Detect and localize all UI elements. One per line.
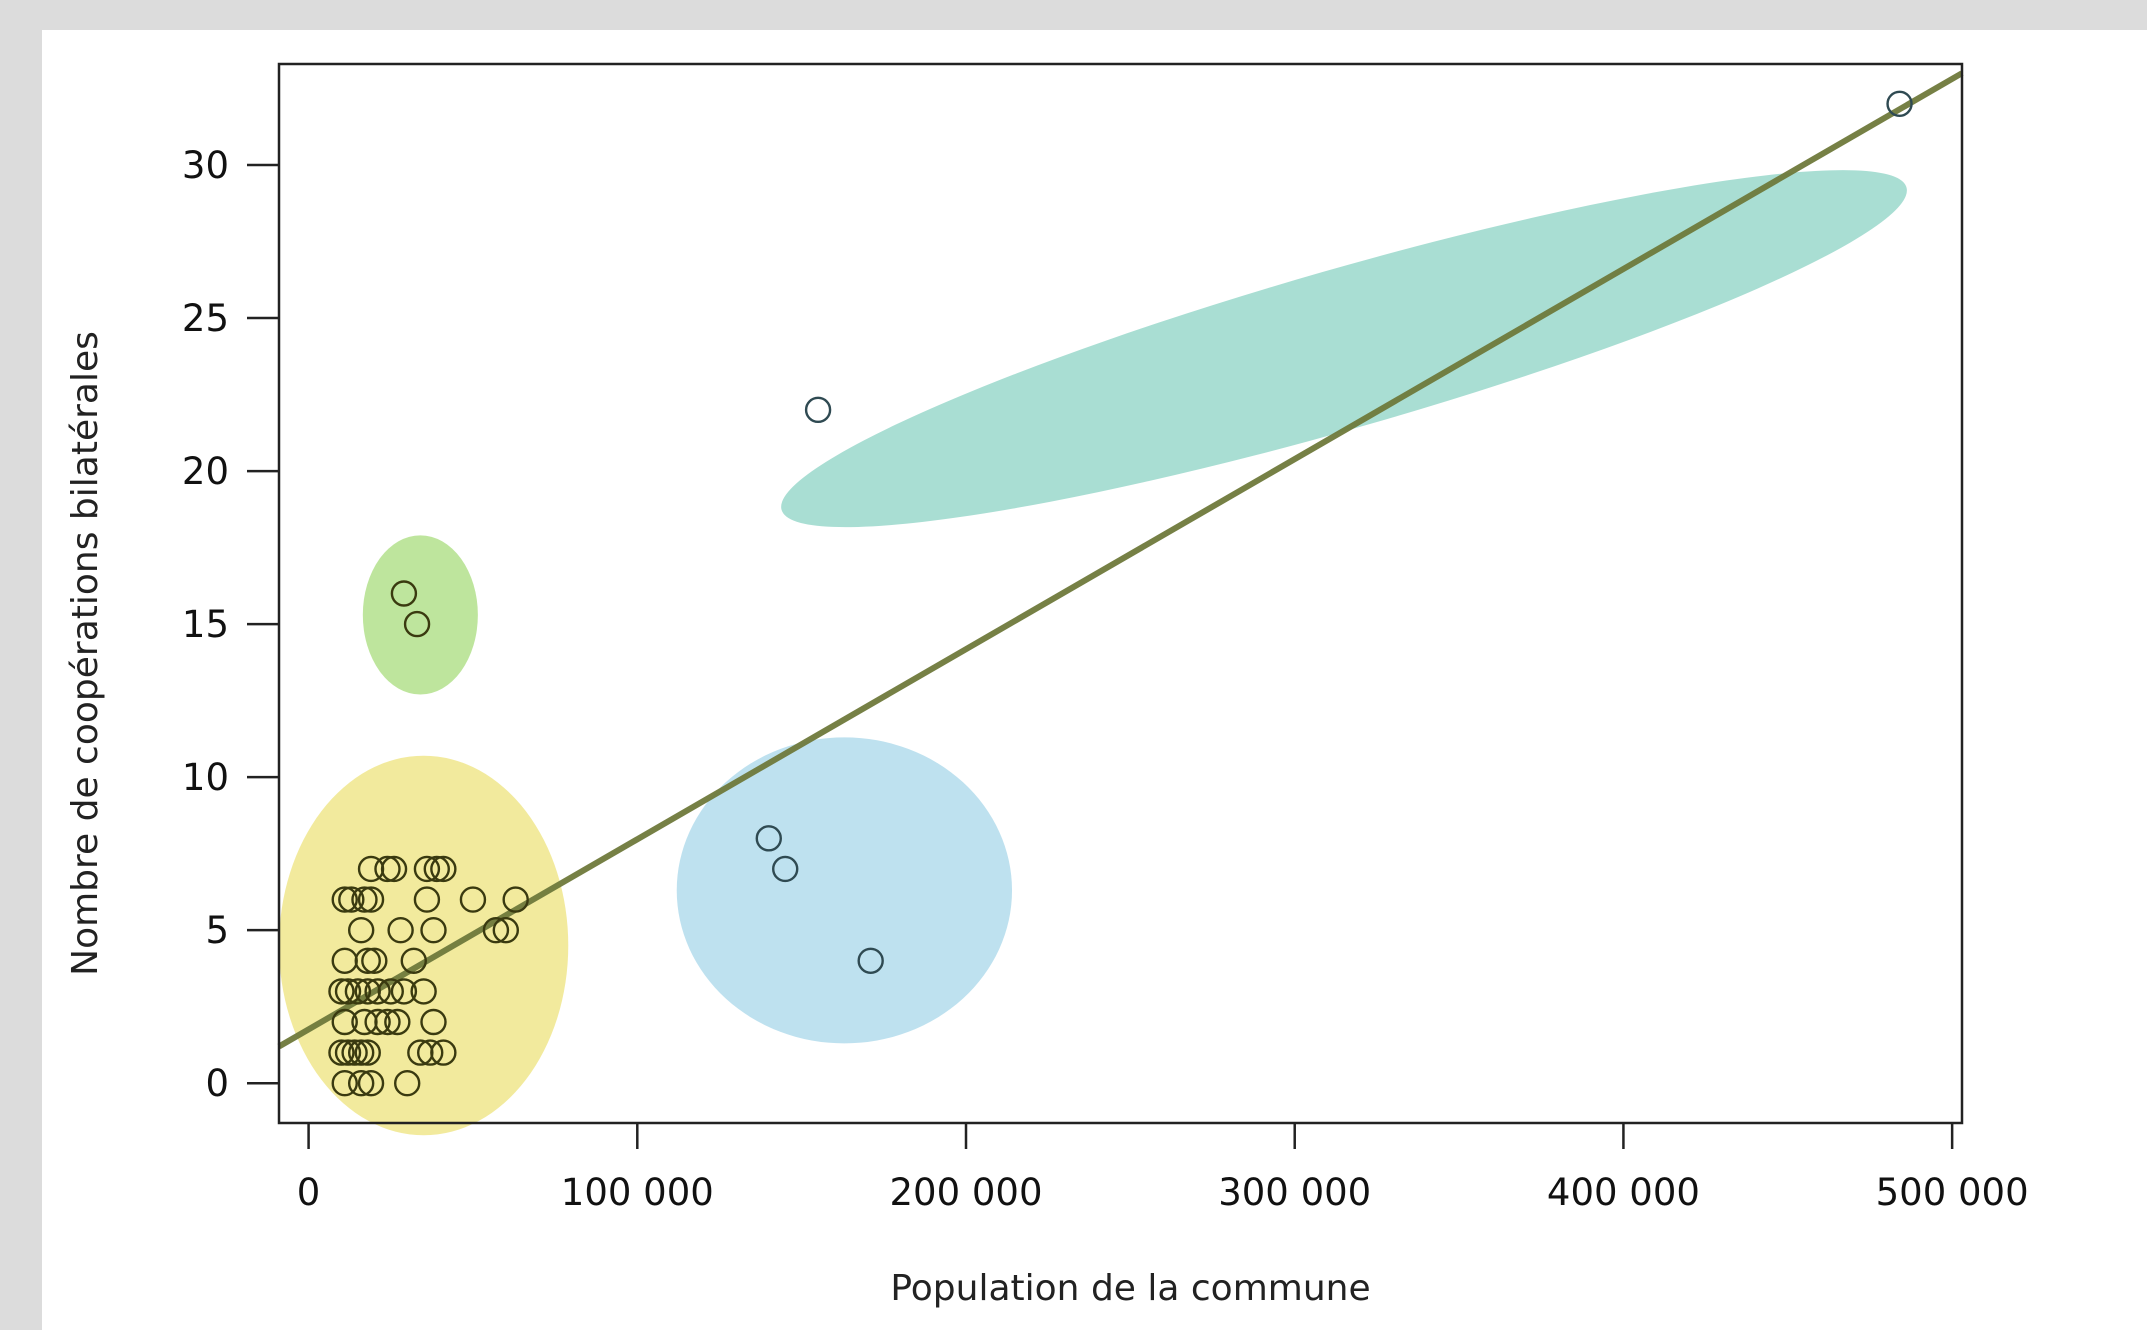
data-point (755, 825, 782, 852)
data-point (384, 1008, 411, 1036)
data-point (390, 580, 418, 607)
data-point (804, 396, 832, 424)
group-ellipse-3 (676, 737, 1013, 1044)
data-point (410, 978, 437, 1005)
x-tick-label: 500 000 (1876, 1171, 2029, 1214)
x-axis-title: Population de la commune (890, 1268, 1370, 1309)
y-tick-label: 0 (205, 1062, 229, 1105)
data-point (420, 1008, 447, 1036)
y-tick-label: 5 (205, 909, 229, 952)
y-tick-label: 20 (182, 450, 229, 493)
data-point (328, 978, 355, 1005)
data-point (334, 1039, 362, 1066)
data-point (492, 916, 520, 944)
data-point (1886, 90, 1913, 117)
x-tick-label: 400 000 (1547, 1171, 1700, 1214)
y-axis-title: Nombre de coopérations bilatérales (65, 331, 106, 976)
data-point (334, 978, 362, 1005)
data-point (341, 1039, 368, 1066)
data-point (430, 855, 457, 883)
plot-frame (277, 62, 1964, 1125)
data-point (338, 886, 365, 913)
data-point (413, 855, 441, 883)
scatter-chart: 0 100 000 200 000 300 000 400 000 500 000 0 5 10… (65, 62, 2029, 1309)
data-point (374, 855, 401, 883)
data-point (351, 886, 378, 913)
data-point (357, 886, 385, 913)
data-point (430, 1039, 457, 1066)
data-point (331, 1070, 358, 1097)
group-ellipse-2 (362, 535, 478, 695)
data-point (390, 978, 418, 1005)
data-point (420, 916, 447, 944)
group-ellipse-1 (279, 755, 569, 1136)
data-point (459, 886, 487, 913)
data-point (417, 1039, 444, 1066)
x-tick-label: 300 000 (1218, 1171, 1371, 1214)
data-point (380, 855, 408, 883)
x-tick-label: 0 (297, 1171, 321, 1214)
data-point (413, 886, 441, 913)
y-tick-label: 30 (182, 144, 229, 187)
data-point (393, 1070, 421, 1097)
y-tick-label: 25 (182, 297, 229, 340)
data-point (387, 916, 414, 944)
data-point (347, 1039, 375, 1066)
y-tick-label: 10 (182, 756, 229, 799)
data-point (377, 978, 404, 1005)
x-tick-label: 100 000 (561, 1171, 714, 1214)
x-tick-label: 200 000 (889, 1171, 1042, 1214)
data-point (361, 947, 388, 974)
data-point (328, 1039, 355, 1066)
data-point (772, 855, 799, 883)
data-point (857, 947, 884, 974)
data-point (347, 1070, 375, 1097)
trend-line (277, 70, 1964, 1050)
data-point (357, 1070, 385, 1097)
data-point (331, 886, 358, 913)
data-point (347, 916, 375, 944)
data-point (354, 1039, 381, 1066)
data-point (344, 978, 372, 1005)
data-point (364, 978, 391, 1005)
chart-panel: 0 100 000 200 000 300 000 400 000 500 000 0 5 10… (42, 30, 2147, 1330)
data-point (502, 886, 529, 913)
data-point (403, 610, 431, 638)
data-point (400, 947, 427, 974)
data-point (331, 1008, 358, 1036)
data-point (374, 1008, 401, 1036)
y-tick-label: 15 (182, 603, 229, 646)
data-point (423, 855, 450, 883)
data-point (482, 916, 510, 944)
group-ellipse-4 (781, 170, 1907, 528)
data-point (364, 1008, 391, 1036)
data-point (354, 947, 381, 974)
